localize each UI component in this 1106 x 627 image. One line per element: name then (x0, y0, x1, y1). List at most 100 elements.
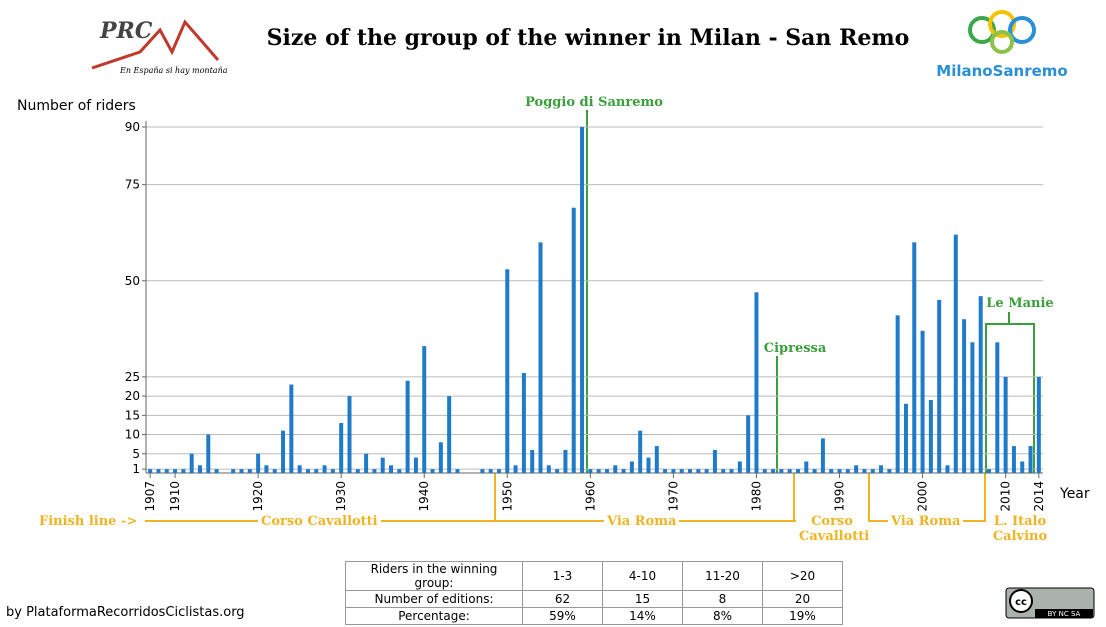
bar (696, 469, 701, 473)
bar (480, 469, 485, 473)
table-cell: Riders in the winning group: (345, 561, 523, 591)
bar (712, 449, 717, 473)
bar (571, 207, 576, 473)
route-label: L. Italo Calvino (986, 514, 1054, 544)
bar (845, 469, 850, 473)
bar (272, 469, 277, 473)
bar (355, 469, 360, 473)
annotation: Le Manie (986, 296, 1053, 311)
x-tick-label: 1920 (251, 481, 265, 512)
svg-text:cc: cc (1015, 597, 1027, 608)
logo-milano: MilanoSanremo (936, 62, 1067, 80)
bar (721, 469, 726, 473)
bar (795, 469, 800, 473)
table-row: Percentage: 59% 14% 8% 19% (345, 607, 843, 625)
bar (164, 469, 169, 473)
bar (173, 469, 178, 473)
table-cell: 8 (682, 590, 763, 608)
bar (538, 242, 543, 473)
bar (820, 438, 825, 473)
y-tick-label: 1 (132, 462, 140, 476)
bar (654, 446, 659, 473)
bar (397, 469, 402, 473)
bar (621, 469, 626, 473)
x-tick-label: 1970 (666, 481, 680, 512)
bar (837, 469, 842, 473)
annotation: Cipressa (764, 341, 827, 356)
bar (945, 465, 950, 473)
x-tick-label: 1910 (168, 481, 182, 512)
bar (513, 465, 518, 473)
bar (953, 234, 958, 473)
chart-title: Size of the group of the winner in Milan… (267, 25, 910, 51)
bar (405, 380, 410, 473)
bar (879, 465, 884, 473)
table-cell: 62 (522, 590, 603, 608)
x-tick-label: 2010 (999, 481, 1013, 512)
table-row: Riders in the winning group: 1-3 4-10 11-20… (345, 561, 843, 591)
bar (239, 469, 244, 473)
bar (737, 461, 742, 473)
bar (214, 469, 219, 473)
route-label: Via Roma (604, 514, 680, 529)
bar (638, 430, 643, 473)
bar (505, 269, 510, 473)
bar (771, 469, 776, 473)
bar (812, 469, 817, 473)
table-cell: 1-3 (522, 561, 603, 591)
y-tick-label: 20 (125, 389, 140, 403)
logo-prc: PRC (99, 18, 153, 44)
bar (912, 242, 917, 473)
bar (987, 469, 992, 473)
bar (322, 465, 327, 473)
table-cell: 11-20 (682, 561, 763, 591)
bar (970, 342, 975, 473)
license: BY NC SA (1048, 610, 1081, 618)
bar (903, 403, 908, 473)
bar (604, 469, 609, 473)
bar (629, 461, 634, 473)
bar (729, 469, 734, 473)
bar (347, 396, 352, 473)
bar (372, 469, 377, 473)
logo-mountain (91, 19, 220, 70)
table-cell: 59% (522, 607, 603, 625)
bar (305, 469, 310, 473)
logo-slogan: En España si hay montaña (119, 66, 228, 75)
bar (854, 465, 859, 473)
bar (704, 469, 709, 473)
y-tick-label: 90 (125, 120, 140, 134)
bar (330, 469, 335, 473)
bar (962, 319, 967, 473)
x-tick-label: 1950 (500, 481, 514, 512)
route-label: Finish line -> (36, 514, 141, 529)
bar (546, 465, 551, 473)
y-axis-label: Number of riders (17, 98, 136, 114)
x-tick-label: 1980 (749, 481, 763, 512)
table-row: Number of editions: 62 15 8 20 (345, 590, 843, 608)
bar (746, 415, 751, 473)
bar (1028, 446, 1033, 473)
table-cell: 15 (602, 590, 683, 608)
bar (671, 469, 676, 473)
bar (189, 453, 194, 473)
bar (264, 465, 269, 473)
y-tick-label: 75 (125, 178, 140, 192)
bar (455, 469, 460, 473)
table-cell: 14% (602, 607, 683, 625)
bar (646, 457, 651, 473)
bar (920, 330, 925, 473)
bar (206, 434, 211, 473)
bar (588, 469, 593, 473)
x-tick-label: 2000 (916, 481, 930, 512)
x-axis-label: Year (1059, 486, 1090, 502)
route-line (145, 473, 1040, 522)
bar (829, 469, 834, 473)
bar (413, 457, 418, 473)
bar (364, 453, 369, 473)
credit: by PlataformaRecorridosCiclistas.org (6, 605, 245, 620)
bar (447, 396, 452, 473)
bar (297, 465, 302, 473)
table-cell: 4-10 (602, 561, 683, 591)
